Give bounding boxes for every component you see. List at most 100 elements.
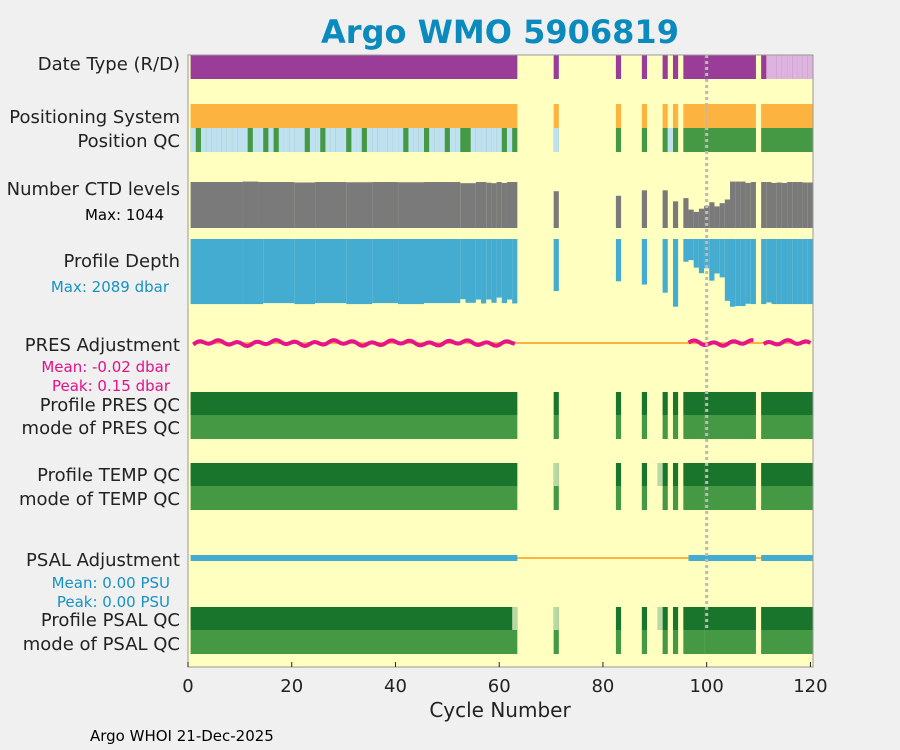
position-qc-bar <box>662 128 668 152</box>
temp-profile-qc-bar <box>761 463 813 486</box>
nlevels-bar <box>315 182 347 228</box>
temp-mode-qc-bar <box>553 486 559 510</box>
nlevels-bar <box>346 182 373 228</box>
position-qc-light-cell <box>470 128 476 152</box>
position-qc-light-cell <box>221 128 227 152</box>
nlevels-bar <box>294 182 316 228</box>
nlevels-bar <box>553 191 559 228</box>
pres-mode-qc-bar <box>761 415 813 439</box>
depth-bar <box>465 239 476 303</box>
position-qc-bar <box>641 128 648 152</box>
position-qc-light-cell <box>667 128 673 152</box>
nlevels-bar <box>761 182 767 228</box>
nlevels-bar <box>486 182 492 228</box>
date-type-bar <box>553 55 559 79</box>
nlevels-bar <box>745 182 751 228</box>
depth-bar <box>553 239 559 292</box>
position-qc-light-cell <box>341 128 347 152</box>
nlevels-bar <box>190 182 243 228</box>
positioning-bar <box>553 104 559 128</box>
nlevels-bar <box>724 199 731 228</box>
nlevels-bar <box>704 205 710 228</box>
label-psal-adjustment: PSAL Adjustment <box>26 550 180 571</box>
position-qc-light-cell <box>429 128 435 152</box>
position-qc-light-cell <box>335 128 342 152</box>
position-qc-light-cell <box>553 128 559 152</box>
nlevels-bar <box>398 182 424 228</box>
temp-mode-qc-bar <box>672 486 679 510</box>
position-qc-light-cell <box>486 128 492 152</box>
pres-profile-qc-bar <box>761 392 813 415</box>
x-tick-label: 40 <box>384 676 407 697</box>
position-qc-bar <box>704 128 756 152</box>
plot-frame <box>187 54 814 668</box>
x-tick-label: 60 <box>488 676 511 697</box>
pres-adjustment-line <box>762 338 812 347</box>
x-tick-label: 20 <box>280 676 303 697</box>
depth-bar <box>802 239 808 305</box>
date-type-delayed-cell <box>797 55 803 79</box>
position-qc-light-cell <box>258 128 264 152</box>
nlevels-bar <box>615 195 622 228</box>
position-qc-bar <box>761 128 813 152</box>
position-qc-light-cell <box>242 128 248 152</box>
depth-bar <box>807 239 813 305</box>
depth-bar <box>750 239 756 305</box>
date-type-bar <box>615 55 622 79</box>
label-positioning-system: Positioning System <box>9 107 180 128</box>
depth-bar <box>475 239 482 300</box>
positioning-bar <box>704 104 756 128</box>
depth-bar <box>512 239 518 304</box>
temp-mode-qc-bar <box>615 486 622 510</box>
label-profile-psal-qc: Profile PSAL QC <box>41 610 180 631</box>
position-qc-light-cell <box>413 128 419 152</box>
position-qc-light-cell <box>325 128 331 152</box>
label-pres-mean: Mean: -0.02 dbar <box>41 358 171 376</box>
nlevels-bar <box>797 182 803 228</box>
position-qc-light-cell <box>226 128 233 152</box>
depth-bar <box>398 239 424 305</box>
nlevels-bar <box>771 182 777 228</box>
nlevels-bar <box>242 181 259 228</box>
psal-qc-pale-cell <box>657 607 663 630</box>
temp-mode-qc-bar <box>704 486 756 510</box>
depth-bar <box>486 239 492 300</box>
pres-mode-qc-bar <box>553 415 559 439</box>
date-type-delayed-cell <box>787 55 793 79</box>
date-type-delayed-cell <box>807 55 813 79</box>
pres-adjustment-line <box>687 338 754 348</box>
nlevels-bar <box>501 182 507 228</box>
date-type-delayed-cell <box>771 55 777 79</box>
nlevels-bar <box>735 181 741 228</box>
depth-bar <box>683 239 689 262</box>
nlevels-bar <box>698 208 705 228</box>
pres-profile-qc-bar <box>672 392 679 415</box>
position-qc-light-cell <box>481 128 487 152</box>
temp-profile-qc-bar <box>641 463 648 486</box>
label-nlevels-max: Max: 1044 <box>85 206 164 224</box>
depth-bar <box>506 239 513 300</box>
nlevels-bar <box>641 190 648 228</box>
psal-adjustment-bar <box>688 555 756 561</box>
position-qc-light-cell <box>294 128 300 152</box>
label-mode-psal-qc: mode of PSAL QC <box>23 634 180 655</box>
x-tick-label: 120 <box>793 676 827 697</box>
depth-bar <box>740 239 746 307</box>
nlevels-bar <box>807 182 813 228</box>
depth-bar <box>346 239 373 305</box>
position-qc-light-cell <box>283 128 290 152</box>
position-qc-bar <box>672 128 679 152</box>
nlevels-bar <box>475 182 487 228</box>
temp-profile-qc-bar <box>683 463 705 486</box>
position-qc-light-cell <box>237 128 243 152</box>
depth-bar <box>693 239 699 268</box>
psal-adjustment-bar <box>761 555 813 561</box>
psal-profile-qc-bar <box>641 607 648 630</box>
nlevels-bar <box>792 182 798 228</box>
psal-profile-qc-bar <box>683 607 705 630</box>
depth-bar <box>372 239 399 304</box>
pres-profile-qc-bar <box>615 392 622 415</box>
x-tick-label: 80 <box>591 676 614 697</box>
chart-title: Argo WMO 5906819 <box>321 13 679 51</box>
position-qc-light-cell <box>475 128 482 152</box>
